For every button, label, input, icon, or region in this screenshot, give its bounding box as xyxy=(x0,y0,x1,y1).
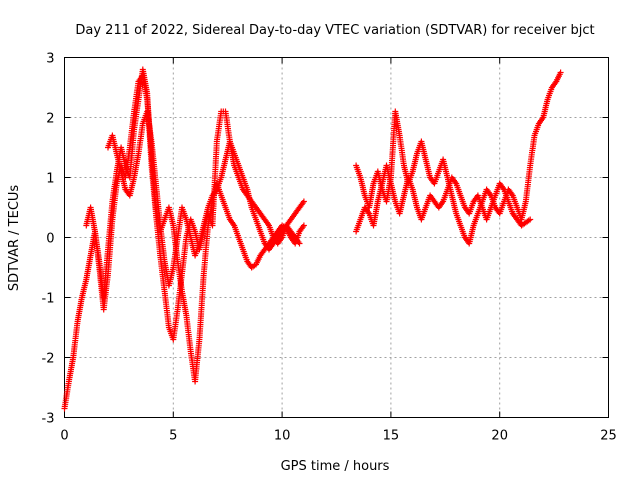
x-axis-label: GPS time / hours xyxy=(281,459,390,474)
y-tick-label: -1 xyxy=(42,292,55,307)
x-tick-label: 5 xyxy=(169,429,177,444)
y-tick-label: 0 xyxy=(46,232,54,247)
x-tick-label: 20 xyxy=(491,429,508,444)
x-tick-label: 25 xyxy=(600,429,617,444)
data-points xyxy=(61,66,564,412)
axis-ticks: 0 5 10 15 20 25 -3 -2 -1 0 1 2 3 xyxy=(42,52,617,444)
x-tick-label: 10 xyxy=(274,429,291,444)
y-tick-label: 3 xyxy=(46,52,54,67)
data-point-markers xyxy=(105,108,303,289)
series-track-e xyxy=(353,162,534,235)
y-axis-label: SDTVAR / TECUs xyxy=(7,185,22,292)
x-tick-label: 15 xyxy=(383,429,400,444)
y-tick-label: -3 xyxy=(42,412,55,427)
data-point-markers xyxy=(353,162,534,235)
y-tick-label: 1 xyxy=(46,172,54,187)
series-track-c xyxy=(105,108,303,289)
x-tick-label: 0 xyxy=(60,429,68,444)
y-tick-label: 2 xyxy=(46,112,54,127)
chart-title: Day 211 of 2022, Sidereal Day-to-day VTE… xyxy=(75,23,594,38)
y-tick-label: -2 xyxy=(42,352,55,367)
